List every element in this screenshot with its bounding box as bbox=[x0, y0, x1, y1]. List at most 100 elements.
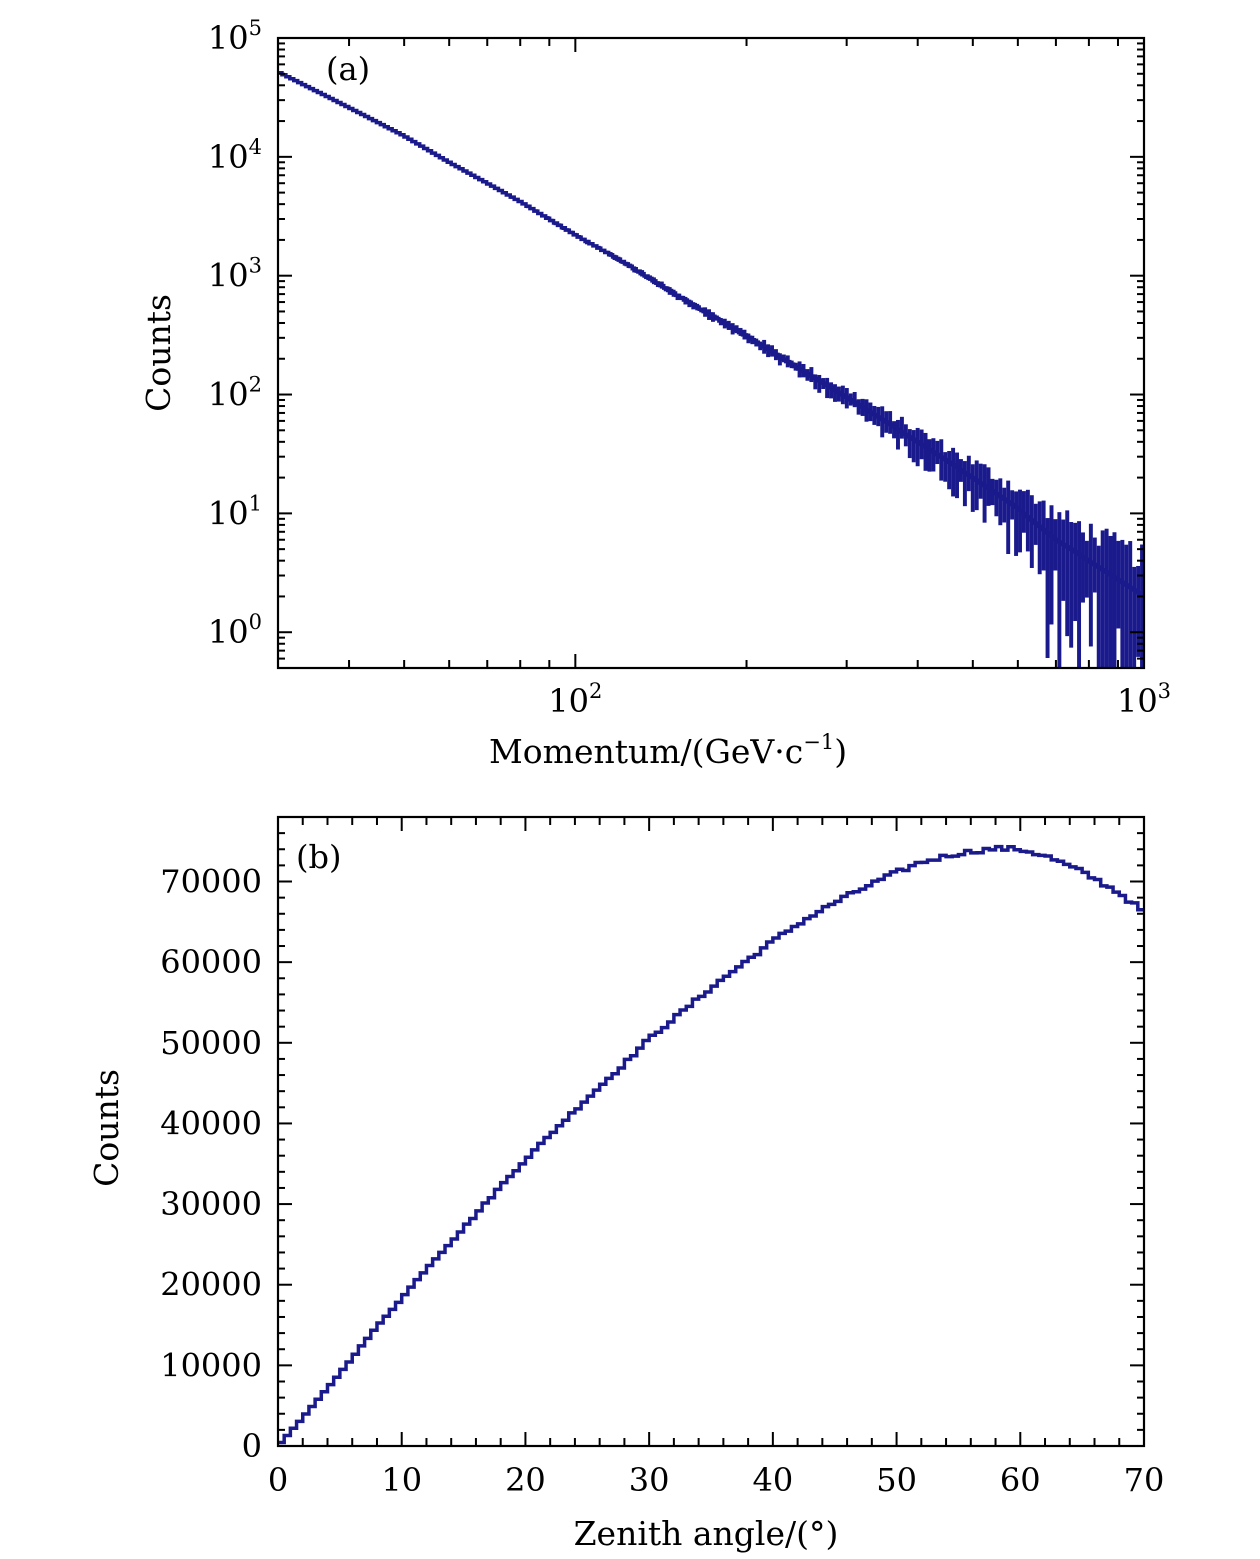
panel-a-fluctuation-bin bbox=[1065, 510, 1070, 637]
panel-a-fluctuation-bin bbox=[884, 411, 889, 433]
panel-a-fluctuation-bin bbox=[880, 406, 885, 438]
panel-a-fluctuation-bin bbox=[809, 367, 814, 383]
panel-a-fluctuation-bin bbox=[687, 299, 692, 308]
panel-a-fluctuation-bin bbox=[1073, 522, 1078, 622]
panel-b-x-tick-label: 60 bbox=[1000, 1461, 1041, 1499]
panel-a-fluctuation-bin bbox=[872, 405, 877, 425]
panel-b-x-tick-label: 10 bbox=[381, 1461, 422, 1499]
panel-a-fluctuation-bin bbox=[1021, 491, 1026, 533]
panel-a-y-tick-base: 10 bbox=[208, 138, 249, 176]
panel-a-x-tick-label: 102 bbox=[548, 679, 602, 720]
panel-a-fluctuation-bin bbox=[919, 429, 924, 460]
panel-a-fluctuation-bin bbox=[651, 277, 656, 285]
panel-b-y-tick-label: 20000 bbox=[160, 1266, 262, 1304]
panel-a-plot-frame bbox=[276, 36, 1146, 670]
panel-a-fluctuation-bin bbox=[1081, 532, 1085, 603]
panel-a-fluctuation-bin bbox=[951, 447, 956, 497]
panel-a-fluctuation-bin bbox=[632, 266, 637, 273]
panel-a-fluctuation-bin bbox=[711, 312, 715, 322]
panel-a-fluctuation-bin bbox=[667, 287, 672, 295]
panel-a-label: (a) bbox=[326, 50, 370, 88]
panel-b-y-tick-label: 50000 bbox=[160, 1024, 262, 1062]
panel-a-fluctuation-bin bbox=[683, 296, 688, 305]
panel-a-fluctuation-bin bbox=[628, 263, 633, 269]
panel-a-fluctuation-bin bbox=[612, 254, 617, 260]
panel-a-fluctuation-bin bbox=[636, 269, 641, 274]
panel-a-fluctuation-bin bbox=[970, 464, 975, 512]
panel-b-label: (b) bbox=[296, 838, 341, 876]
panel-a-fluctuation-bin bbox=[1061, 519, 1066, 601]
panel-a-fluctuation-bin bbox=[821, 378, 826, 390]
panel-b-y-tick-label: 30000 bbox=[160, 1185, 262, 1223]
panel-a-fluctuation-bin bbox=[569, 230, 574, 234]
panel-a-fluctuation-bin bbox=[592, 244, 597, 248]
panel-a-fluctuation-bin bbox=[514, 198, 519, 201]
panel-a-fluctuation-bin bbox=[864, 399, 869, 422]
panel-a-fluctuation-bin bbox=[714, 315, 719, 321]
panel-a-fluctuation-bin bbox=[604, 250, 609, 255]
panel-a-fluctuation-bin bbox=[1140, 544, 1144, 668]
panel-a-fluctuation-bin bbox=[506, 194, 511, 197]
panel-a-fluctuation-bin bbox=[545, 216, 550, 220]
panel-a-fluctuation-bin bbox=[549, 218, 554, 222]
panel-a-fluctuation-bin bbox=[876, 406, 881, 427]
panel-a-fluctuation-bin bbox=[691, 302, 696, 310]
panel-a-fluctuation-bin bbox=[1041, 500, 1046, 571]
panel-a-fluctuation-bin bbox=[644, 274, 649, 280]
panel-a-fluctuation-bin bbox=[730, 323, 735, 335]
panel-a-fluctuation-bin bbox=[773, 349, 778, 361]
panel-a-fluctuation-bin bbox=[1049, 505, 1054, 625]
panel-a-fluctuation-bin bbox=[482, 180, 487, 184]
panel-b-y-tick-label: 70000 bbox=[160, 863, 262, 901]
panel-a-fluctuation-bin bbox=[561, 226, 566, 231]
panel-a-fluctuation-bin bbox=[695, 303, 700, 311]
panel-a-y-tick-exp: 0 bbox=[249, 610, 262, 634]
panel-a-fluctuation-bin bbox=[903, 424, 908, 447]
panel-a-y-tick-label: 103 bbox=[208, 254, 262, 295]
panel-a-y-tick-label: 104 bbox=[208, 135, 262, 176]
panel-a-fluctuation-bin bbox=[998, 478, 1003, 526]
panel-b-series-line bbox=[278, 844, 1144, 1445]
panel-a-fluctuation-bin bbox=[1037, 501, 1042, 575]
panel-a-fluctuation-bin bbox=[577, 235, 582, 239]
panel-a-fluctuation-bin bbox=[1018, 489, 1022, 553]
panel-a-fluctuation-bin bbox=[1033, 503, 1038, 545]
panel-b-x-axis-title: Zenith angle/(°) bbox=[574, 1514, 839, 1553]
panel-a-fluctuation-bin bbox=[1029, 495, 1034, 568]
panel-a-y-tick-exp: 5 bbox=[249, 16, 262, 40]
panel-a-fluctuation-bin bbox=[974, 460, 979, 511]
panel-b-y-tick-label: 60000 bbox=[160, 943, 262, 981]
panel-a-fluctuation-bin bbox=[750, 335, 755, 345]
panel-a-fluctuation-bin bbox=[1084, 540, 1089, 598]
panel-a-fluctuation-bin bbox=[1010, 490, 1015, 520]
panel-a-fluctuation-bin bbox=[1025, 489, 1030, 552]
panel-a-fluctuation-bin bbox=[789, 360, 794, 369]
panel-a-fluctuation-bin bbox=[844, 388, 849, 409]
panel-a-fluctuation-bin bbox=[640, 270, 645, 277]
panel-b-zenith-histogram: (b) 0 10000 20000 30000 40000 50000 60000 70000… bbox=[87, 815, 1164, 1553]
panel-a-fluctuation-bin bbox=[766, 344, 771, 358]
panel-a-fluctuation-bin bbox=[585, 239, 589, 245]
panel-a-fluctuation-bin bbox=[962, 461, 967, 507]
panel-a-fluctuation-bin bbox=[734, 325, 739, 334]
panel-a-y-tick-base: 10 bbox=[208, 19, 249, 57]
panel-a-fluctuation-bin bbox=[679, 295, 684, 301]
panel-a-fluctuation-bin bbox=[758, 341, 763, 351]
panel-a-fluctuation-bin bbox=[817, 374, 822, 393]
panel-a-fluctuation-band bbox=[474, 176, 1144, 668]
panel-a-fluctuation-bin bbox=[762, 339, 767, 354]
panel-a-fluctuation-bin bbox=[1116, 540, 1121, 629]
panel-a-x-axis-title-exp: −1 bbox=[803, 730, 834, 754]
panel-a-fluctuation-bin bbox=[868, 402, 873, 422]
panel-a-y-tick-base: 10 bbox=[208, 257, 249, 295]
panel-a-y-axis-title: Counts bbox=[139, 294, 178, 412]
panel-b-y-tick-label: 0 bbox=[242, 1427, 262, 1465]
panel-a-fluctuation-bin bbox=[1092, 537, 1097, 593]
panel-a-y-tick-exp: 1 bbox=[249, 491, 262, 515]
panel-a-fluctuation-bin bbox=[518, 199, 523, 203]
panel-a-fluctuation-bin bbox=[805, 369, 810, 381]
panel-a-fluctuation-bin bbox=[1069, 522, 1074, 648]
panel-a-fluctuation-bin bbox=[1120, 539, 1125, 668]
panel-a-fluctuation-bin bbox=[494, 186, 499, 190]
